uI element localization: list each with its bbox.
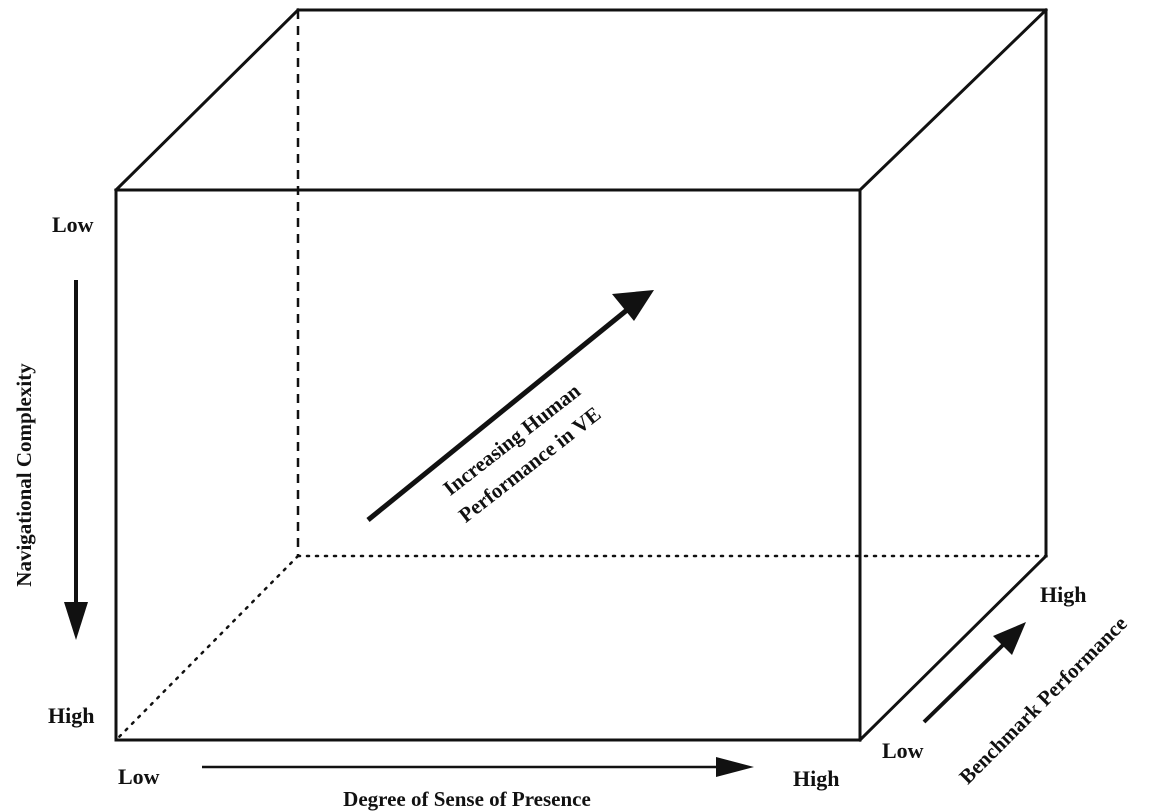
human-performance-arrow-shaft [366, 308, 629, 522]
benchmark-arrow-head [993, 622, 1026, 655]
benchmark-axis-label: Benchmark Performance [954, 611, 1131, 788]
sense-of-presence-axis: Low High Degree of Sense of Presence [118, 757, 839, 811]
bottom-left-depth-edge [116, 554, 300, 740]
benchmark-arrow-shaft [922, 642, 1006, 724]
top-left-depth-edge [113, 7, 301, 193]
bottom-right-depth-edge [857, 553, 1049, 743]
benchmark-low-label: Low [882, 738, 924, 763]
cube-hidden-edges [116, 10, 1048, 740]
benchmark-performance-axis: High Low Benchmark Performance [882, 582, 1132, 789]
presence-low-label: Low [118, 764, 160, 789]
presence-axis-label: Degree of Sense of Presence [343, 787, 591, 811]
presence-arrow-head [716, 757, 754, 777]
presence-high-label: High [793, 766, 839, 791]
benchmark-high-label: High [1040, 582, 1086, 607]
nav-low-label: Low [52, 212, 94, 237]
navigational-complexity-axis: Low High Navigational Complexity [12, 212, 94, 728]
nav-axis-label: Navigational Complexity [12, 363, 36, 587]
nav-arrow-head [64, 602, 88, 640]
nav-high-label: High [48, 703, 94, 728]
top-right-depth-edge [857, 7, 1049, 193]
front-face [114, 188, 862, 742]
human-performance-indicator: Increasing Human Performance in VE [366, 290, 654, 527]
cube-visible-edges [113, 7, 1049, 743]
human-performance-arrow-head [612, 290, 654, 321]
